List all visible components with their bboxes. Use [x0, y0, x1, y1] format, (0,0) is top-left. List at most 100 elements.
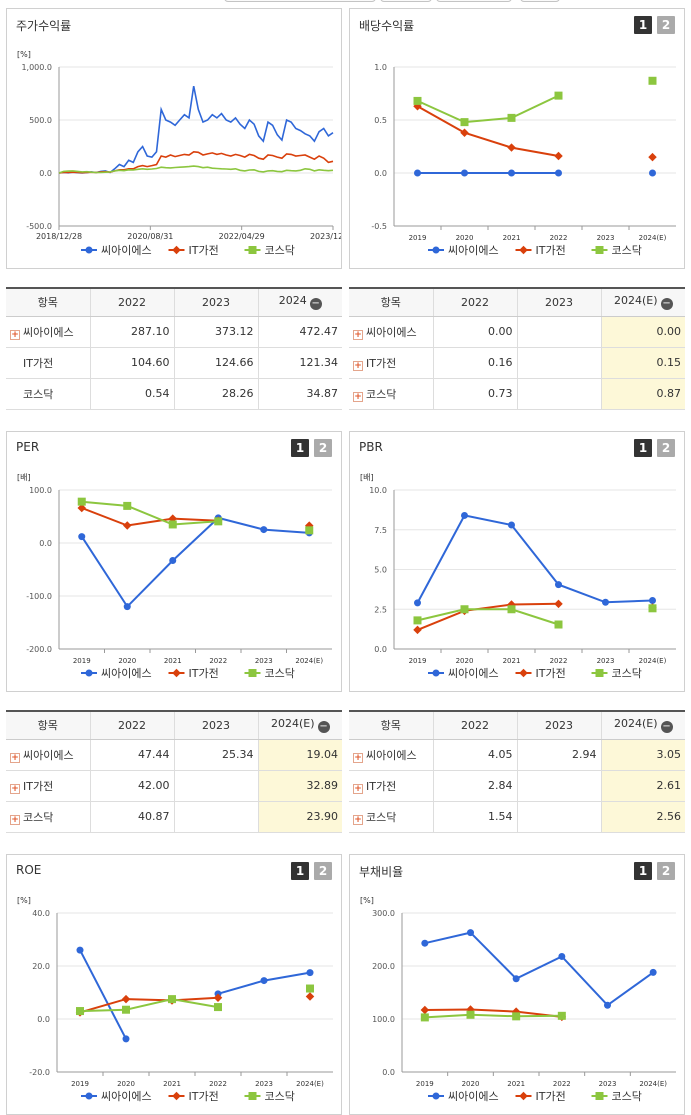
dividend-yield-table: 항목 2022 2023 2024(E) − + 씨아이에스 0.00 0.00 + IT가전 0.1… [349, 287, 685, 410]
panel-title: 배당수익률 [359, 19, 415, 33]
data-point [122, 1035, 130, 1043]
table-cell: 0.15 [600, 347, 685, 379]
table-cell [516, 770, 601, 802]
data-point [248, 246, 257, 254]
expand-icon[interactable]: + [353, 360, 363, 371]
view-2-button[interactable]: 2 [657, 16, 675, 34]
expand-icon[interactable]: + [10, 391, 20, 402]
x-tick-label: 2023 [597, 234, 615, 242]
row-label[interactable]: +IT가전 [349, 347, 433, 379]
debt-ratio-chart: [%] 300.0 200.0 100.0 0.0 2019 2020 2021 2022 202… [360, 896, 676, 1103]
expand-icon[interactable]: + [10, 752, 20, 763]
x-tick-label: 2020 [456, 657, 474, 665]
x-tick-label: 2022 [209, 1080, 227, 1088]
collapse-icon[interactable]: − [309, 298, 322, 311]
row-label[interactable]: +코스닥 [6, 378, 90, 410]
series-line [58, 165, 334, 174]
view-1-button[interactable]: 1 [634, 439, 652, 457]
view-1-button[interactable]: 1 [634, 16, 652, 34]
y-tick-label: -500.0 [26, 222, 52, 231]
x-tick-label: 2021 [503, 657, 521, 665]
series-line [79, 998, 219, 1013]
collapse-icon[interactable]: − [660, 298, 673, 311]
row-label[interactable]: +코스닥 [349, 378, 433, 410]
y-tick-label: 1,000.0 [21, 63, 52, 72]
y-unit-label: [%] [360, 896, 374, 905]
data-point [432, 1092, 440, 1100]
row-label[interactable]: + 씨아이에스 [349, 739, 433, 771]
x-tick-label: 2022 [553, 1080, 571, 1088]
row-label[interactable]: + 씨아이에스 [349, 316, 433, 348]
expand-icon[interactable]: + [353, 391, 363, 402]
data-point [554, 151, 563, 161]
y-unit-label: [%] [17, 50, 31, 59]
button-crop[interactable] [380, 0, 432, 2]
data-point [519, 1091, 528, 1101]
column-header: 항목 [349, 288, 433, 317]
view-1-button[interactable]: 1 [634, 862, 652, 880]
legend-label: IT가전 [536, 244, 566, 257]
legend-label: IT가전 [536, 1090, 566, 1103]
data-point [512, 1012, 521, 1021]
row-label[interactable]: +코스닥 [349, 801, 433, 833]
row-label[interactable]: +IT가전 [6, 347, 90, 379]
collapse-icon[interactable]: − [660, 721, 673, 734]
table-cell: 34.87 [257, 378, 342, 410]
data-point [554, 91, 563, 100]
button-crop[interactable] [436, 0, 512, 2]
legend-label: IT가전 [189, 667, 219, 680]
data-point [172, 668, 181, 678]
button-crop[interactable] [520, 0, 560, 2]
expand-icon[interactable]: + [10, 814, 20, 825]
data-point [595, 1092, 604, 1100]
y-tick-label: -100.0 [26, 592, 52, 601]
view-1-button[interactable]: 1 [291, 862, 309, 880]
x-tick-label: 2019 [73, 657, 91, 665]
y-tick-label: 0.0 [37, 1015, 50, 1024]
view-2-button[interactable]: 2 [657, 439, 675, 457]
table-cell: 25.34 [173, 739, 258, 771]
y-tick-label: 40.0 [32, 909, 50, 918]
collapse-icon[interactable]: − [317, 721, 330, 734]
y-tick-label: 0.5 [374, 116, 387, 125]
expand-icon[interactable]: + [10, 360, 20, 371]
y-tick-label: 0.0 [382, 1068, 395, 1077]
data-point [172, 1091, 181, 1101]
row-label[interactable]: + 씨아이에스 [6, 316, 90, 348]
view-1-button[interactable]: 1 [291, 439, 309, 457]
row-label[interactable]: + 씨아이에스 [6, 739, 90, 771]
row-label[interactable]: +코스닥 [6, 801, 90, 833]
table-cell: 104.60 [89, 347, 174, 379]
expand-icon[interactable]: + [353, 814, 363, 825]
pbr-table: 항목 2022 2023 2024(E) − + 씨아이에스 4.05 2.94 3.05 + IT가… [349, 710, 685, 833]
data-point [602, 598, 609, 606]
view-2-button[interactable]: 2 [314, 862, 332, 880]
table-cell: 3.05 [600, 739, 685, 771]
table-row: + 씨아이에스 47.44 25.34 19.04 [6, 739, 342, 771]
data-point [168, 520, 177, 529]
expand-icon[interactable]: + [10, 783, 20, 794]
table-cell [516, 378, 601, 410]
row-label[interactable]: +IT가전 [6, 770, 90, 802]
legend-label: 코스닥 [612, 244, 642, 257]
period-select-crop[interactable] [224, 0, 376, 2]
expand-icon[interactable]: + [353, 752, 363, 763]
data-point [306, 969, 314, 977]
data-point [648, 152, 657, 162]
expand-icon[interactable]: + [353, 329, 363, 340]
table-cell: 47.44 [89, 739, 174, 771]
table-row: + 코스닥 40.87 23.90 [6, 801, 342, 833]
data-point [420, 1005, 430, 1015]
y-tick-label: 100.0 [29, 486, 52, 495]
row-label[interactable]: +IT가전 [349, 770, 433, 802]
data-point [248, 669, 257, 677]
expand-icon[interactable]: + [10, 329, 20, 340]
view-2-button[interactable]: 2 [314, 439, 332, 457]
y-tick-label: 20.0 [32, 962, 50, 971]
data-point [123, 603, 131, 611]
y-unit-label: [배] [17, 473, 31, 482]
view-2-button[interactable]: 2 [657, 862, 675, 880]
table-cell: 32.89 [257, 770, 342, 802]
expand-icon[interactable]: + [353, 783, 363, 794]
